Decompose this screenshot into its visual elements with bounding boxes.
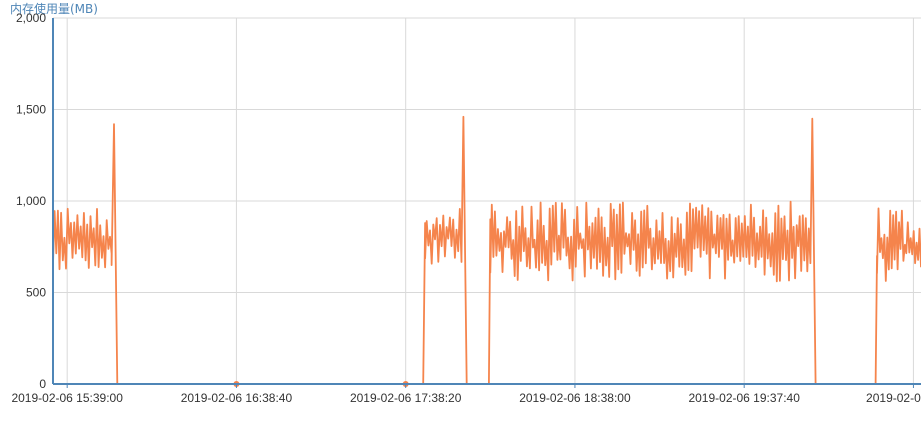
- y-axis-title: 内存使用量(MB): [10, 2, 98, 16]
- y-tick-labels: 0 500 1,000 1,500 2,000: [16, 11, 46, 391]
- y-tick-label: 1,500: [16, 103, 46, 117]
- y-tick-label: 2,000: [16, 11, 46, 25]
- series-group: [52, 115, 921, 387]
- x-tick-label: 2019-02-06 20:37: [866, 391, 921, 405]
- y-gridlines: [53, 17, 921, 293]
- y-tick-label: 500: [26, 286, 46, 300]
- y-tick-label: 1,000: [16, 194, 46, 208]
- x-tick-label: 2019-02-06 17:38:20: [350, 391, 462, 405]
- x-tick-labels: 2019-02-06 15:39:00 2019-02-06 16:38:40 20…: [11, 391, 921, 405]
- x-tick-label: 2019-02-06 18:38:00: [519, 391, 631, 405]
- x-gridlines: [66, 18, 914, 384]
- axes: [52, 18, 921, 388]
- x-tick-label: 2019-02-06 19:37:40: [688, 391, 800, 405]
- memory-usage-line: [52, 115, 921, 385]
- x-tick-label: 2019-02-06 15:39:00: [11, 391, 123, 405]
- x-tick-label: 2019-02-06 16:38:40: [181, 391, 293, 405]
- y-tick-label: 0: [39, 377, 46, 391]
